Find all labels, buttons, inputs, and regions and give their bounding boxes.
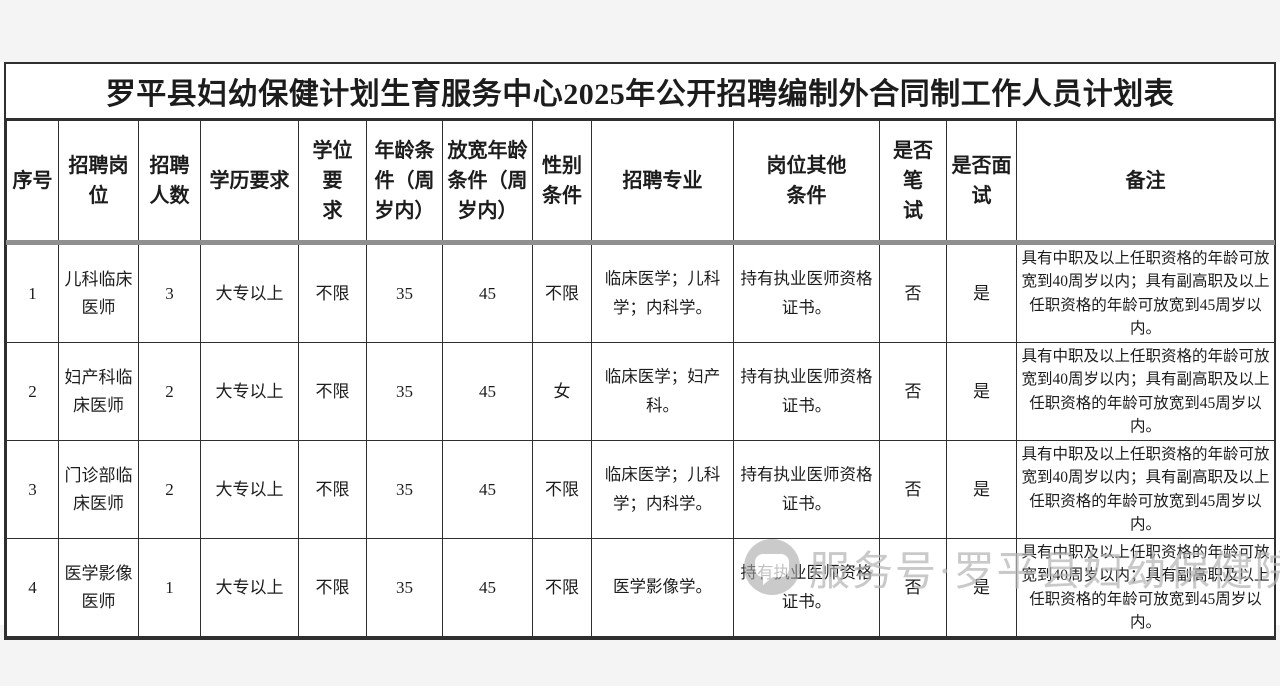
col-header-headcount: 招聘 人数 xyxy=(138,120,201,245)
cell-position: 儿科临床医师 xyxy=(58,242,139,343)
cell-interview: 是 xyxy=(946,342,1017,441)
cell-remarks: 具有中职及以上任职资格的年龄可放宽到40周岁以内；具有副高职及以上任职资格的年龄… xyxy=(1016,538,1275,637)
col-header-position: 招聘岗 位 xyxy=(58,120,139,245)
table-row: 1 儿科临床医师 3 大专以上 不限 35 45 不限 临床医学；儿科学；内科学… xyxy=(6,242,1275,343)
table-row: 4 医学影像医师 1 大专以上 不限 35 45 不限 医学影像学。 持有执业医… xyxy=(6,538,1275,637)
table-row: 3 门诊部临床医师 2 大专以上 不限 35 45 不限 临床医学；儿科学；内科… xyxy=(6,440,1275,539)
cell-interview: 是 xyxy=(946,538,1017,637)
cell-written-test: 否 xyxy=(879,342,947,441)
col-header-written-test: 是否笔 试 xyxy=(879,120,947,245)
cell-headcount: 1 xyxy=(138,538,201,637)
cell-written-test: 否 xyxy=(879,242,947,343)
cell-other-conditions: 持有执业医师资格证书。 xyxy=(733,440,880,539)
cell-serial: 2 xyxy=(6,342,59,441)
cell-relaxed-age: 45 xyxy=(442,440,533,539)
plan-table: 序号 招聘岗 位 招聘 人数 学历要求 学位要 求 年龄条 件（周 岁内） 放宽… xyxy=(6,120,1275,637)
cell-degree: 不限 xyxy=(298,440,367,539)
cell-degree: 不限 xyxy=(298,242,367,343)
recruitment-table: 罗平县妇幼保健计划生育服务中心2025年公开招聘编制外合同制工作人员计划表 序号… xyxy=(4,62,1276,640)
header-row: 序号 招聘岗 位 招聘 人数 学历要求 学位要 求 年龄条 件（周 岁内） 放宽… xyxy=(6,120,1275,245)
cell-degree: 不限 xyxy=(298,538,367,637)
cell-remarks: 具有中职及以上任职资格的年龄可放宽到40周岁以内；具有副高职及以上任职资格的年龄… xyxy=(1016,342,1275,441)
cell-headcount: 2 xyxy=(138,342,201,441)
cell-relaxed-age: 45 xyxy=(442,342,533,441)
cell-headcount: 2 xyxy=(138,440,201,539)
cell-serial: 1 xyxy=(6,242,59,343)
cell-other-conditions: 持有执业医师资格证书。 xyxy=(733,242,880,343)
cell-major: 临床医学；儿科学；内科学。 xyxy=(591,440,734,539)
table-row: 2 妇产科临床医师 2 大专以上 不限 35 45 女 临床医学；妇产科。 持有… xyxy=(6,342,1275,441)
cell-position: 医学影像医师 xyxy=(58,538,139,637)
cell-serial: 4 xyxy=(6,538,59,637)
cell-gender: 不限 xyxy=(532,440,592,539)
cell-age-limit: 35 xyxy=(366,538,443,637)
cell-education: 大专以上 xyxy=(200,242,299,343)
col-header-age-limit: 年龄条 件（周 岁内） xyxy=(366,120,443,245)
cell-written-test: 否 xyxy=(879,440,947,539)
col-header-education: 学历要求 xyxy=(200,120,299,245)
cell-remarks: 具有中职及以上任职资格的年龄可放宽到40周岁以内；具有副高职及以上任职资格的年龄… xyxy=(1016,440,1275,539)
col-header-degree: 学位要 求 xyxy=(298,120,367,245)
cell-remarks: 具有中职及以上任职资格的年龄可放宽到40周岁以内；具有副高职及以上任职资格的年龄… xyxy=(1016,242,1275,343)
col-header-relaxed-age: 放宽年龄 条件（周 岁内） xyxy=(442,120,533,245)
col-header-other-conditions: 岗位其他 条件 xyxy=(733,120,880,245)
col-header-serial: 序号 xyxy=(6,120,59,245)
col-header-major: 招聘专业 xyxy=(591,120,734,245)
cell-education: 大专以上 xyxy=(200,342,299,441)
cell-gender: 女 xyxy=(532,342,592,441)
cell-position: 妇产科临床医师 xyxy=(58,342,139,441)
cell-written-test: 否 xyxy=(879,538,947,637)
cell-interview: 是 xyxy=(946,440,1017,539)
cell-relaxed-age: 45 xyxy=(442,538,533,637)
cell-gender: 不限 xyxy=(532,242,592,343)
col-header-interview: 是否面 试 xyxy=(946,120,1017,245)
cell-age-limit: 35 xyxy=(366,440,443,539)
cell-age-limit: 35 xyxy=(366,242,443,343)
cell-major: 医学影像学。 xyxy=(591,538,734,637)
cell-education: 大专以上 xyxy=(200,440,299,539)
cell-other-conditions: 持有执业医师资格证书。 xyxy=(733,538,880,637)
cell-interview: 是 xyxy=(946,242,1017,343)
cell-relaxed-age: 45 xyxy=(442,242,533,343)
col-header-remarks: 备注 xyxy=(1016,120,1275,245)
cell-major: 临床医学；儿科学；内科学。 xyxy=(591,242,734,343)
cell-other-conditions: 持有执业医师资格证书。 xyxy=(733,342,880,441)
cell-headcount: 3 xyxy=(138,242,201,343)
cell-major: 临床医学；妇产科。 xyxy=(591,342,734,441)
cell-gender: 不限 xyxy=(532,538,592,637)
sheet: 罗平县妇幼保健计划生育服务中心2025年公开招聘编制外合同制工作人员计划表 序号… xyxy=(0,62,1280,640)
cell-education: 大专以上 xyxy=(200,538,299,637)
cell-position: 门诊部临床医师 xyxy=(58,440,139,539)
page-title: 罗平县妇幼保健计划生育服务中心2025年公开招聘编制外合同制工作人员计划表 xyxy=(6,64,1274,120)
cell-serial: 3 xyxy=(6,440,59,539)
col-header-gender: 性别 条件 xyxy=(532,120,592,245)
cell-degree: 不限 xyxy=(298,342,367,441)
cell-age-limit: 35 xyxy=(366,342,443,441)
